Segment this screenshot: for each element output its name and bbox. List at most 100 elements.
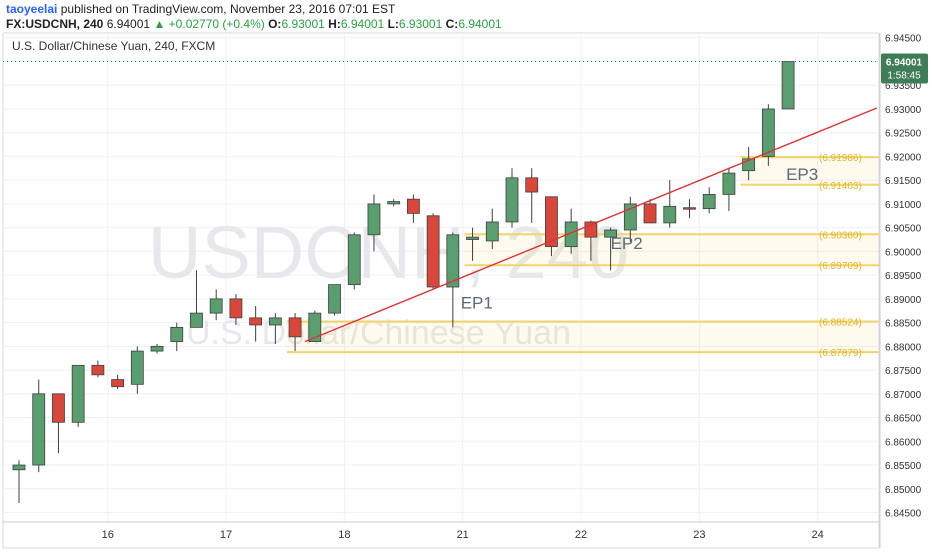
candle-up	[150, 343, 164, 354]
trend-line[interactable]	[304, 107, 878, 343]
candle-body	[505, 177, 519, 223]
candle-body	[761, 108, 775, 157]
candle-body	[170, 326, 184, 342]
candle-up	[209, 289, 223, 321]
candle-up	[71, 364, 85, 428]
candle-body	[347, 234, 361, 286]
candle-body	[52, 393, 65, 423]
candle-down	[229, 294, 243, 325]
entry-point-label: EP3	[786, 165, 818, 184]
candle-body	[150, 345, 164, 352]
candle-up	[12, 460, 26, 504]
symbol-label: FX:USDCNH, 240	[6, 17, 104, 31]
candle-body	[604, 229, 617, 238]
candle-up	[702, 187, 716, 214]
candle-body	[643, 203, 657, 224]
open-value: 6.93001	[281, 17, 325, 31]
publish-info: published on TradingView.com, November 2…	[60, 2, 396, 16]
price-tick-label: 6.91000	[885, 200, 922, 211]
price-tick-label: 6.90000	[885, 247, 922, 258]
last-price: 6.94001	[106, 17, 151, 31]
candle-down	[52, 393, 65, 454]
trendline[interactable]	[304, 107, 878, 343]
candle-body	[387, 201, 401, 205]
candle-up	[485, 208, 499, 250]
candle-up	[781, 61, 795, 110]
zone-label: (6.90360)	[819, 230, 862, 241]
candle-body	[742, 158, 756, 172]
candle-body	[111, 379, 124, 388]
price-tick-label: 6.92000	[885, 152, 922, 163]
candle-body	[91, 364, 105, 376]
candle-body	[781, 61, 795, 110]
price-tick-label: 6.93000	[885, 105, 922, 116]
candle-body	[466, 236, 479, 240]
price-tick-label: 6.90500	[885, 224, 922, 235]
candle-down	[91, 360, 105, 378]
zone-band	[287, 321, 880, 353]
price-tick-label: 6.86500	[885, 414, 922, 425]
candle-body	[426, 215, 440, 288]
entry-point-label: EP1	[461, 293, 493, 312]
candlestick-chart[interactable]: USDCNH, 240 U.S. Dollar/Chinese Yuan (6.…	[0, 32, 932, 550]
close-value: 6.94001	[458, 17, 502, 31]
candle-up	[663, 180, 677, 228]
candle-up	[170, 322, 184, 352]
candle-body	[545, 196, 558, 248]
price-axis[interactable]: 6.84500 6.85000 6.85500 6.86000 6.86500 6.870…	[885, 34, 922, 520]
candle-up	[268, 313, 282, 344]
chart-frame: USDCNH, 240 U.S. Dollar/Chinese Yuan (6.…	[0, 32, 932, 550]
candle-body	[249, 317, 263, 326]
publish-header: taoyeelai published on TradingView.com, …	[0, 0, 932, 32]
candle-body	[328, 284, 341, 314]
candle-body	[623, 203, 637, 231]
price-tick-label: 6.88500	[885, 319, 922, 330]
high-value: 6.94001	[340, 17, 385, 31]
price-tag-countdown: 1:58:45	[887, 70, 921, 81]
support-zones: (6.91986) (6.91403) (6.90360) (6.89709) (6.8…	[287, 153, 880, 359]
quote-line: FX:USDCNH, 240 6.94001 ▲ +0.02770 (+0.4%…	[6, 17, 502, 31]
candle-up	[190, 270, 203, 328]
chart-legend: U.S. Dollar/Chinese Yuan, 240, FXCM	[12, 39, 215, 53]
grid-lines	[3, 33, 879, 522]
zone-label: (6.89709)	[819, 261, 862, 272]
candle-down	[426, 213, 440, 290]
candle-down	[643, 199, 657, 224]
candle-up	[761, 104, 775, 166]
candle-body	[446, 234, 460, 288]
candle-body	[683, 207, 696, 210]
candle-body	[71, 364, 85, 423]
candle-up	[130, 346, 144, 394]
open-label: O:	[268, 17, 282, 31]
author-link[interactable]: taoyeelai	[6, 2, 58, 16]
zone-label: (6.88524)	[819, 317, 862, 328]
time-tick-label: 23	[693, 529, 705, 541]
candle-up	[387, 199, 401, 207]
price-tag-value: 6.94001	[886, 57, 923, 68]
candle-body	[485, 221, 499, 242]
entry-point-label: EP2	[611, 234, 643, 253]
plot-area[interactable]	[2, 32, 880, 549]
price-tick-label: 6.92500	[885, 129, 922, 140]
candle-up	[604, 227, 617, 271]
candle-body	[525, 177, 539, 193]
candle-down	[111, 374, 124, 390]
annotations: EP1 EP2 EP3	[461, 165, 819, 312]
candle-up	[446, 232, 460, 328]
time-tick-label: 24	[812, 529, 824, 541]
candle-up	[367, 194, 381, 252]
zone-band	[464, 234, 879, 266]
time-tick-label: 16	[102, 529, 114, 541]
price-change: +0.02770 (+0.4%)	[168, 17, 265, 31]
candle-up	[564, 208, 578, 254]
candle-up	[308, 310, 322, 342]
price-tick-label: 6.87000	[885, 390, 922, 401]
candle-down	[288, 313, 302, 352]
zone-label: (6.91403)	[819, 181, 862, 192]
time-axis[interactable]: 16 17 18 21 22 23 24	[102, 529, 824, 541]
candle-up	[742, 146, 756, 181]
candles	[12, 61, 795, 504]
candle-body	[229, 298, 243, 319]
price-tick-label: 6.85500	[885, 461, 922, 472]
low-label: L:	[387, 17, 399, 31]
